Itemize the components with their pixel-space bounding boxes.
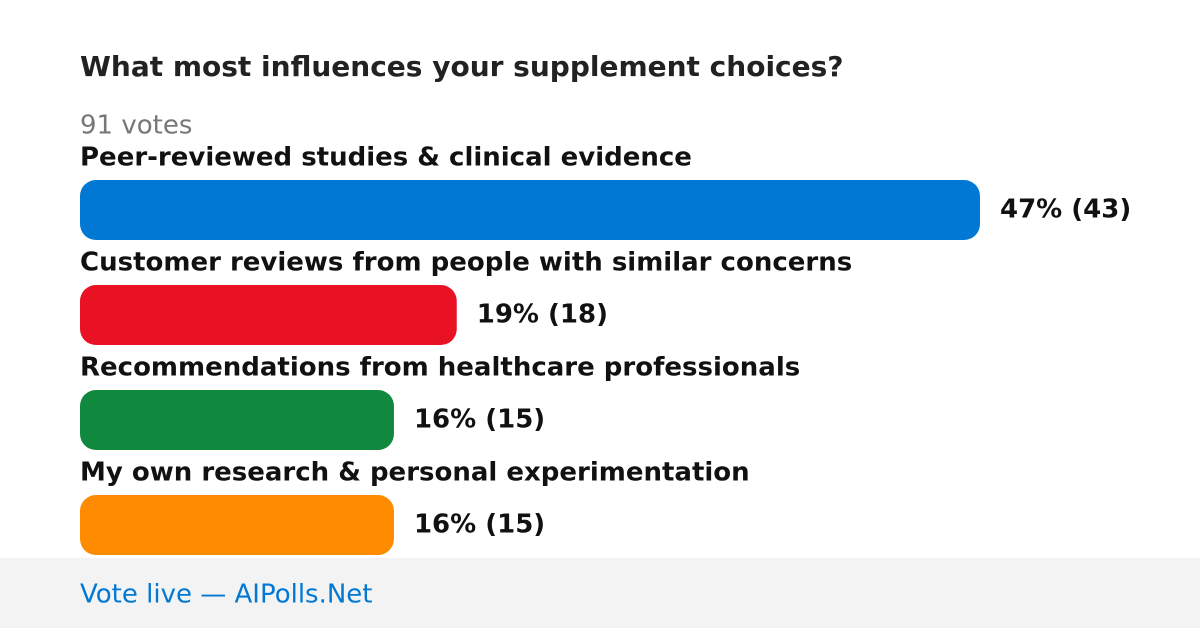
footer-link[interactable]: Vote live — AIPolls.Net [80,580,373,610]
value-label: 19% (18) [477,300,608,330]
option-label: Customer reviews from people with simila… [80,248,852,278]
option-label: Recommendations from healthcare professi… [80,353,800,383]
bar [80,285,457,345]
poll-title: What most influences your supplement cho… [80,50,844,83]
bar [80,390,394,450]
footer-bar [0,558,1200,628]
option-label: Peer-reviewed studies & clinical evidenc… [80,143,692,173]
value-label: 16% (15) [414,510,545,540]
bar [80,495,394,555]
vote-count: 91 votes [80,111,192,141]
bar [80,180,980,240]
option-label: My own research & personal experimentati… [80,458,750,488]
value-label: 16% (15) [414,405,545,435]
value-label: 47% (43) [1000,195,1131,225]
